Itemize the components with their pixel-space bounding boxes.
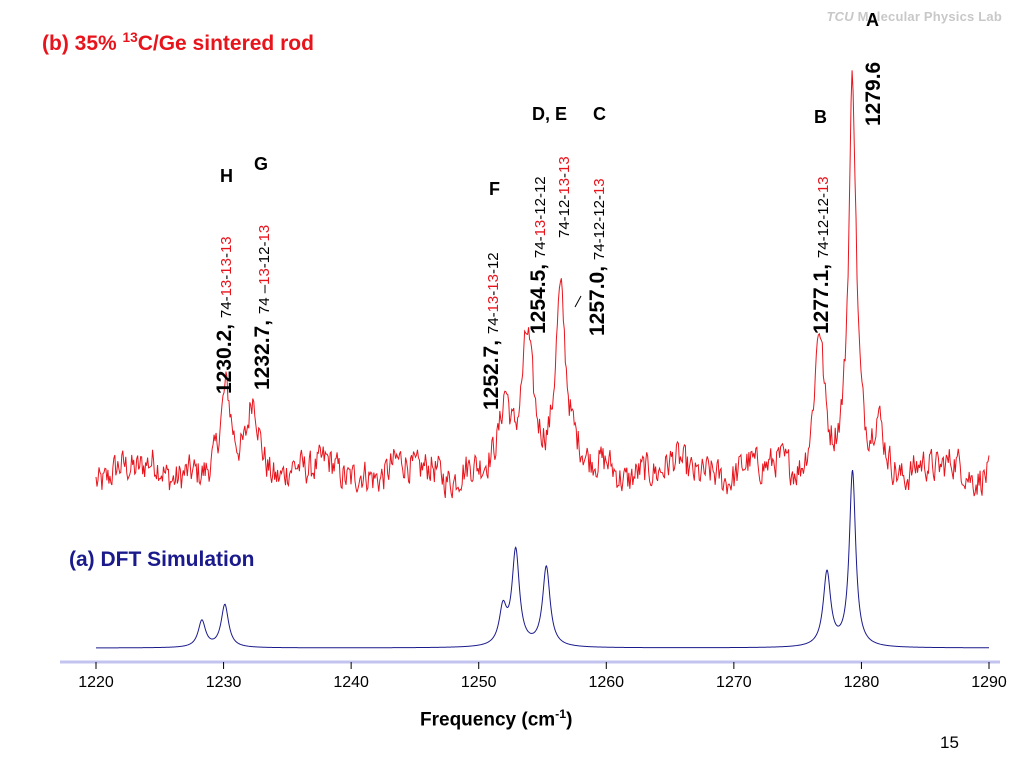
annotation-de-alt: 74-12-13-13: [556, 156, 573, 238]
peak-label-f: F: [489, 179, 500, 199]
x-ticks: 1220 1230 1240 1250 1260 1270 1280 1290: [78, 662, 1007, 691]
logo-icon: TCU: [826, 9, 854, 24]
series-experimental-line: [95, 70, 990, 499]
title-experimental: (b) 35% 13C/Ge sintered rod: [42, 30, 314, 55]
x-tick-label: 1240: [333, 674, 369, 691]
peak-label-h: H: [220, 166, 233, 186]
peak-label-g: G: [254, 154, 269, 174]
peak-label-a: A: [866, 10, 879, 30]
title-dft: (a) DFT Simulation: [69, 548, 255, 571]
x-tick-label: 1280: [844, 674, 880, 691]
annotation-a: 1279.6: [862, 61, 885, 126]
x-tick-label: 1220: [78, 674, 114, 691]
x-axis-label: Frequency (cm-1): [420, 707, 573, 731]
x-tick-label: 1260: [588, 674, 624, 691]
x-tick-label: 1270: [716, 674, 752, 691]
annotation-c: 1257.0, 74-12-12-13: [586, 178, 609, 336]
annotation-g: 1232.7, 74 –13-12-13: [251, 224, 274, 390]
x-tick-label: 1230: [206, 674, 242, 691]
series-dft-line: [96, 469, 989, 649]
annotation-b: 1277.1, 74-12-12-13: [810, 176, 833, 334]
annotation-h: 1230.2, 74-13-13-13: [213, 236, 236, 394]
peak-label-c: C: [593, 104, 606, 124]
lab-watermark: TCU Molecular Physics Lab: [826, 9, 1002, 24]
slide-number: 15: [940, 733, 959, 752]
annotation-de: 1254.5, 74-13-12-12: [527, 176, 550, 334]
x-tick-label: 1290: [971, 674, 1007, 691]
annotation-f: 1252.7, 74-13-13-12: [480, 252, 503, 410]
peak-label-b: B: [814, 107, 827, 127]
annotation-connector: [574, 295, 582, 308]
x-tick-label: 1250: [461, 674, 497, 691]
peak-label-de: D, E: [532, 104, 568, 124]
